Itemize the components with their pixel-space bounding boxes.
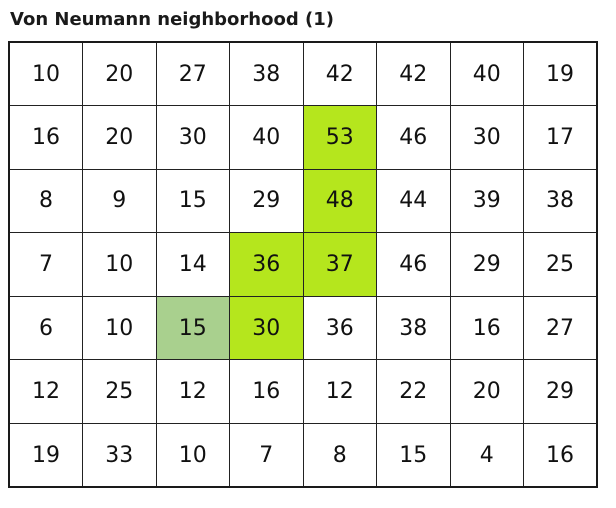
- grid-cell: 44: [376, 168, 451, 234]
- grid-cell: 30: [155, 105, 230, 170]
- grid-cell: 10: [82, 232, 157, 297]
- grid-cell-highlighted: 36: [229, 232, 304, 297]
- grid-cell: 38: [229, 41, 304, 107]
- grid-cell: 20: [82, 41, 157, 107]
- value-grid: 10 20 27 38 42 42 40 19 16 20 30 40 53 46 30 17 8 9 15 29 48…: [8, 41, 598, 489]
- grid-cell: 20: [82, 105, 157, 170]
- grid-cell: 29: [523, 359, 598, 425]
- grid-cell: 12: [302, 359, 377, 425]
- grid-row: 8 9 15 29 48 44 39 38: [8, 168, 598, 234]
- grid-cell: 27: [155, 41, 230, 107]
- grid-cell: 17: [523, 105, 598, 170]
- grid-cell: 9: [82, 168, 157, 234]
- grid-cell: 29: [449, 232, 524, 297]
- grid-cell: 16: [229, 359, 304, 425]
- grid-cell: 19: [523, 41, 598, 107]
- grid-cell: 22: [376, 359, 451, 425]
- grid-cell: 14: [155, 232, 230, 297]
- grid-cell: 16: [523, 423, 598, 488]
- grid-cell: 38: [376, 295, 451, 361]
- grid-cell: 40: [449, 41, 524, 107]
- grid-cell: 16: [8, 105, 83, 170]
- grid-row: 19 33 10 7 8 15 4 16: [8, 423, 598, 488]
- grid-cell: 8: [302, 423, 377, 488]
- grid-cell: 4: [449, 423, 524, 488]
- grid-row: 16 20 30 40 53 46 30 17: [8, 105, 598, 170]
- grid-cell: 40: [229, 105, 304, 170]
- grid-cell: 29: [229, 168, 304, 234]
- grid-cell: 12: [155, 359, 230, 425]
- grid-cell-highlighted: 37: [302, 232, 377, 297]
- grid-cell-highlighted: 53: [302, 105, 377, 170]
- grid-cell: 42: [302, 41, 377, 107]
- grid-cell: 25: [523, 232, 598, 297]
- grid-cell: 6: [8, 295, 83, 361]
- grid-cell: 10: [82, 295, 157, 361]
- grid-row: 12 25 12 16 12 22 20 29: [8, 359, 598, 425]
- grid-cell: 7: [229, 423, 304, 488]
- grid-cell-start: 15: [155, 295, 230, 361]
- grid-row: 10 20 27 38 42 42 40 19: [8, 41, 598, 107]
- grid-cell: 15: [376, 423, 451, 488]
- grid-cell: 27: [523, 295, 598, 361]
- grid-cell: 16: [449, 295, 524, 361]
- grid-body: 10 20 27 38 42 42 40 19 16 20 30 40 53 46 30 17 8 9 15 29 48…: [8, 41, 598, 488]
- grid-cell: 42: [376, 41, 451, 107]
- grid-cell: 12: [8, 359, 83, 425]
- grid-cell: 36: [302, 295, 377, 361]
- grid-cell: 39: [449, 168, 524, 234]
- grid-cell: 8: [8, 168, 83, 234]
- grid-cell: 19: [8, 423, 83, 488]
- grid-row: 7 10 14 36 37 46 29 25: [8, 232, 598, 297]
- grid-cell: 20: [449, 359, 524, 425]
- grid-cell: 38: [523, 168, 598, 234]
- grid-cell: 46: [376, 105, 451, 170]
- grid-cell: 25: [82, 359, 157, 425]
- grid-cell: 10: [8, 41, 83, 107]
- grid-cell-highlighted: 48: [302, 168, 377, 234]
- grid-cell-highlighted: 30: [229, 295, 304, 361]
- grid-row: 6 10 15 30 36 38 16 27: [8, 295, 598, 361]
- grid-cell: 33: [82, 423, 157, 488]
- grid-cell: 30: [449, 105, 524, 170]
- grid-cell: 46: [376, 232, 451, 297]
- grid-cell: 7: [8, 232, 83, 297]
- grid-cell: 10: [155, 423, 230, 488]
- figure-title: Von Neumann neighborhood (1): [10, 9, 334, 30]
- grid-cell: 15: [155, 168, 230, 234]
